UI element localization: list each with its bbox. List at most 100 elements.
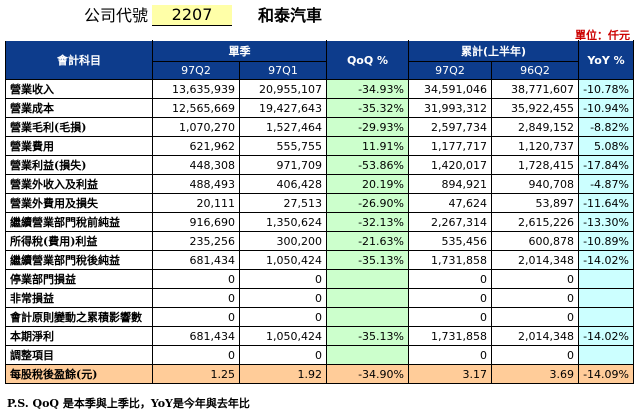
- cell-c-prev: 35,922,455: [491, 98, 579, 118]
- table-row: 營業費用 621,962 555,755 11.91% 1,177,717 1,120,7…: [5, 136, 634, 156]
- cell-q-prev: 1,350,624: [239, 212, 327, 232]
- cell-yoy: -10.94%: [578, 98, 634, 118]
- cell-q-cur: 1,070,270: [152, 117, 240, 137]
- cell-c-cur: 0: [408, 307, 492, 327]
- cell-c-prev: 600,878: [491, 231, 579, 251]
- cell-q-prev: 1,050,424: [239, 250, 327, 270]
- table-row: 調整項目 0 0 0 0: [5, 345, 634, 365]
- cell-c-prev: 3.69: [491, 364, 579, 384]
- cell-qoq: [326, 307, 409, 327]
- cell-c-prev: 53,897: [491, 193, 579, 213]
- cell-yoy: 5.08%: [578, 136, 634, 156]
- cell-c-cur: 34,591,046: [408, 79, 492, 99]
- cell-yoy: -14.02%: [578, 326, 634, 346]
- cell-q-prev: 0: [239, 288, 327, 308]
- cell-yoy: -4.87%: [578, 174, 634, 194]
- cell-q-prev: 406,428: [239, 174, 327, 194]
- cell-c-cur: 31,993,312: [408, 98, 492, 118]
- cell-c-prev: 2,014,348: [491, 326, 579, 346]
- cell-qoq: 11.91%: [326, 136, 409, 156]
- table-row: 會計原則變動之累積影響數 0 0 0 0: [5, 307, 634, 327]
- cell-item: 營業毛利(毛損): [5, 117, 153, 137]
- cell-q-cur: 0: [152, 307, 240, 327]
- table-row: 停業部門損益 0 0 0 0: [5, 269, 634, 289]
- cell-qoq: -21.63%: [326, 231, 409, 251]
- cell-item: 營業收入: [5, 79, 153, 99]
- cell-yoy: -14.09%: [578, 364, 634, 384]
- cell-q-cur: 0: [152, 269, 240, 289]
- cell-yoy: -10.78%: [578, 79, 634, 99]
- cell-qoq: -35.13%: [326, 326, 409, 346]
- cell-c-cur: 0: [408, 269, 492, 289]
- cell-c-prev: 0: [491, 345, 579, 365]
- cell-c-cur: 3.17: [408, 364, 492, 384]
- cell-qoq: -34.93%: [326, 79, 409, 99]
- cell-q-cur: 1.25: [152, 364, 240, 384]
- cell-qoq: [326, 345, 409, 365]
- cell-item: 繼續營業部門稅後純益: [5, 250, 153, 270]
- cell-q-cur: 13,635,939: [152, 79, 240, 99]
- cell-c-cur: 1,731,858: [408, 250, 492, 270]
- header-account-item: 會計科目: [5, 40, 153, 80]
- cell-q-cur: 681,434: [152, 250, 240, 270]
- cell-q-cur: 0: [152, 345, 240, 365]
- cell-c-prev: 0: [491, 288, 579, 308]
- cell-item: 停業部門損益: [5, 269, 153, 289]
- cell-item: 營業成本: [5, 98, 153, 118]
- cell-c-cur: 894,921: [408, 174, 492, 194]
- header-yoy: YoY %: [578, 40, 634, 80]
- cell-item: 營業費用: [5, 136, 153, 156]
- header-cumulative-group: 累計(上半年): [408, 40, 579, 62]
- cell-item: 所得稅(費用)利益: [5, 231, 153, 251]
- cell-c-prev: 2,014,348: [491, 250, 579, 270]
- cell-yoy: [578, 345, 634, 365]
- table-row: 營業利益(損失) 448,308 971,709 -53.86% 1,420,017 1,…: [5, 155, 634, 175]
- cell-q-cur: 12,565,669: [152, 98, 240, 118]
- cell-c-cur: 1,731,858: [408, 326, 492, 346]
- table-row: 營業收入 13,635,939 20,955,107 -34.93% 34,591,04…: [5, 79, 634, 99]
- eps-row: 每股稅後盈餘(元) 1.25 1.92 -34.90% 3.17 3.69 -14.09%: [5, 364, 634, 384]
- cell-item: 本期淨利: [5, 326, 153, 346]
- company-code-label: 公司代號: [84, 6, 149, 25]
- cell-yoy: -17.84%: [578, 155, 634, 175]
- cell-q-prev: 19,427,643: [239, 98, 327, 118]
- cell-q-prev: 0: [239, 269, 327, 289]
- cell-qoq: -26.90%: [326, 193, 409, 213]
- cell-q-prev: 1.92: [239, 364, 327, 384]
- cell-q-cur: 916,690: [152, 212, 240, 232]
- cell-item: 繼續營業部門稅前純益: [5, 212, 153, 232]
- table-row: 繼續營業部門稅前純益 916,690 1,350,624 -32.13% 2,267,3…: [5, 212, 634, 232]
- table-row: 營業毛利(毛損) 1,070,270 1,527,464 -29.93% 2,597,7…: [5, 117, 634, 137]
- cell-c-prev: 1,728,415: [491, 155, 579, 175]
- cell-c-cur: 1,177,717: [408, 136, 492, 156]
- table-row: 本期淨利 681,434 1,050,424 -35.13% 1,731,858 2,01…: [5, 326, 634, 346]
- cell-c-cur: 0: [408, 288, 492, 308]
- table-row: 營業成本 12,565,669 19,427,643 -35.32% 31,993,31…: [5, 98, 634, 118]
- cell-c-cur: 0: [408, 345, 492, 365]
- unit-label: 單位：仟元: [575, 29, 630, 42]
- cell-q-cur: 235,256: [152, 231, 240, 251]
- cell-c-cur: 47,624: [408, 193, 492, 213]
- company-name: 和泰汽車: [258, 6, 323, 25]
- cell-yoy: -13.30%: [578, 212, 634, 232]
- cell-item: 營業外費用及損失: [5, 193, 153, 213]
- cell-yoy: -11.64%: [578, 193, 634, 213]
- table-row: 繼續營業部門稅後純益 681,434 1,050,424 -35.13% 1,731,8…: [5, 250, 634, 270]
- table-row: 非常損益 0 0 0 0: [5, 288, 634, 308]
- cell-q-cur: 0: [152, 288, 240, 308]
- company-header: 公司代號 2207 和泰汽車: [84, 4, 322, 26]
- cell-c-cur: 2,597,734: [408, 117, 492, 137]
- footnote: P.S. QoQ 是本季與上季比，YoY是今年與去年比: [7, 397, 250, 410]
- cell-qoq: -53.86%: [326, 155, 409, 175]
- cell-qoq: -32.13%: [326, 212, 409, 232]
- cell-item: 營業利益(損失): [5, 155, 153, 175]
- header-quarter-previous: 97Q1: [239, 61, 327, 80]
- cell-qoq: -34.90%: [326, 364, 409, 384]
- cell-qoq: 20.19%: [326, 174, 409, 194]
- cell-yoy: [578, 288, 634, 308]
- cell-q-prev: 300,200: [239, 231, 327, 251]
- cell-qoq: -29.93%: [326, 117, 409, 137]
- table-row: 營業外費用及損失 20,111 27,513 -26.90% 47,624 53,897-…: [5, 193, 634, 213]
- cell-yoy: [578, 269, 634, 289]
- company-code-field[interactable]: 2207: [152, 5, 233, 26]
